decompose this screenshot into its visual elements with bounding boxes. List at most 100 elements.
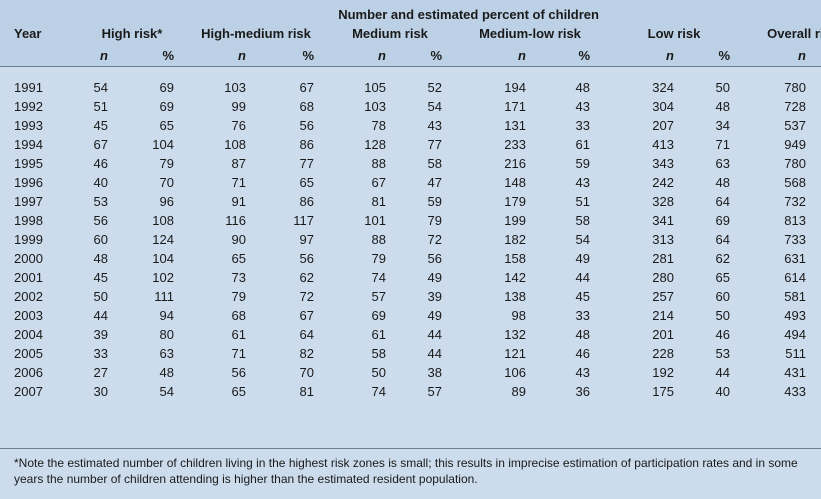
- count-cell: 69: [371, 308, 386, 323]
- count-cell: 341: [652, 213, 674, 228]
- count-cell: 103: [224, 80, 246, 95]
- count-cell: 494: [784, 327, 806, 342]
- count-cell: 132: [504, 327, 526, 342]
- percent-cell: 48: [715, 175, 730, 190]
- count-cell: 433: [784, 384, 806, 399]
- subheader-n: n: [100, 47, 108, 63]
- percent-cell: 48: [159, 365, 174, 380]
- percent-cell: 82: [299, 346, 314, 361]
- count-cell: 98: [511, 308, 526, 323]
- subheader-n: n: [238, 47, 246, 63]
- count-cell: 101: [364, 213, 386, 228]
- percent-cell: 86: [299, 194, 314, 209]
- percent-cell: 52: [427, 80, 442, 95]
- count-cell: 328: [652, 194, 674, 209]
- count-cell: 44: [93, 308, 108, 323]
- percent-cell: 44: [575, 270, 590, 285]
- percent-cell: 70: [299, 365, 314, 380]
- percent-cell: 58: [575, 213, 590, 228]
- percent-cell: 57: [427, 384, 442, 399]
- count-cell: 54: [93, 80, 108, 95]
- count-cell: 65: [231, 384, 246, 399]
- count-cell: 56: [231, 365, 246, 380]
- percent-cell: 69: [159, 99, 174, 114]
- count-cell: 50: [93, 289, 108, 304]
- percent-cell: 62: [715, 251, 730, 266]
- percent-cell: 49: [575, 251, 590, 266]
- percent-cell: 48: [575, 80, 590, 95]
- percent-cell: 94: [159, 308, 174, 323]
- percent-cell: 38: [427, 365, 442, 380]
- percent-cell: 77: [299, 156, 314, 171]
- data-table: Number and estimated percent of children…: [0, 0, 821, 399]
- count-cell: 108: [224, 137, 246, 152]
- subheader-n: n: [798, 47, 806, 63]
- count-cell: 242: [652, 175, 674, 190]
- subheader-n: n: [378, 47, 386, 63]
- count-cell: 53: [93, 194, 108, 209]
- percent-cell: 48: [575, 327, 590, 342]
- year-cell: 2000: [14, 251, 43, 266]
- subheader-pct: %: [162, 47, 174, 63]
- year-cell: 1994: [14, 137, 43, 152]
- count-cell: 103: [364, 99, 386, 114]
- count-cell: 199: [504, 213, 526, 228]
- percent-cell: 49: [427, 270, 442, 285]
- count-cell: 90: [231, 232, 246, 247]
- percent-cell: 34: [715, 118, 730, 133]
- percent-cell: 64: [299, 327, 314, 342]
- table-row: 1993 45 65 76 56 78 43 131 33 207 34 537 39: [0, 116, 821, 135]
- count-cell: 74: [371, 270, 386, 285]
- count-cell: 39: [93, 327, 108, 342]
- percent-cell: 104: [152, 137, 174, 152]
- count-cell: 201: [652, 327, 674, 342]
- table-row: 1992 51 69 99 68 103 54 171 43 304 48 728 50: [0, 97, 821, 116]
- group-header-high: High risk*: [101, 25, 163, 41]
- percent-cell: 50: [816, 97, 821, 116]
- count-cell: 280: [652, 270, 674, 285]
- percent-cell: 56: [299, 118, 314, 133]
- count-cell: 493: [784, 308, 806, 323]
- percent-cell: 45: [575, 289, 590, 304]
- percent-cell: 36: [575, 384, 590, 399]
- percent-cell: 59: [816, 249, 821, 268]
- percent-cell: 96: [159, 194, 174, 209]
- percent-cell: 40: [715, 384, 730, 399]
- table-row: 1991 54 69 103 67 105 52 194 48 324 50 780 52: [0, 78, 821, 97]
- percent-cell: 58: [816, 268, 821, 287]
- count-cell: 343: [652, 156, 674, 171]
- percent-cell: 72: [299, 289, 314, 304]
- year-cell: 2001: [14, 270, 43, 285]
- count-cell: 537: [784, 118, 806, 133]
- percent-cell: 54: [427, 99, 442, 114]
- count-cell: 79: [371, 251, 386, 266]
- count-cell: 175: [652, 384, 674, 399]
- percent-cell: 111: [154, 289, 174, 304]
- count-cell: 99: [231, 99, 246, 114]
- percent-cell: 97: [299, 232, 314, 247]
- percent-cell: 44: [427, 327, 442, 342]
- count-cell: 76: [231, 118, 246, 133]
- table-row: 2002 50 111 79 72 57 39 138 45 257 60 581 56: [0, 287, 821, 306]
- percent-cell: 46: [816, 363, 821, 382]
- percent-cell: 73: [816, 211, 821, 230]
- percent-cell: 33: [575, 308, 590, 323]
- count-cell: 89: [511, 384, 526, 399]
- year-cell: 2006: [14, 365, 43, 380]
- count-cell: 46: [93, 156, 108, 171]
- year-cell: 1995: [14, 156, 43, 171]
- percent-cell: 65: [299, 175, 314, 190]
- percent-cell: 51: [575, 194, 590, 209]
- year-cell: 1991: [14, 80, 43, 95]
- subheader-pct: %: [578, 47, 590, 63]
- table-row: 1995 46 79 87 77 88 58 216 59 343 63 780 63: [0, 154, 821, 173]
- percent-cell: 49: [816, 173, 821, 192]
- percent-cell: 46: [715, 327, 730, 342]
- percent-cell: 54: [159, 384, 174, 399]
- count-cell: 257: [652, 289, 674, 304]
- count-cell: 81: [371, 194, 386, 209]
- table-row: 2003 44 94 68 67 69 49 98 33 214 50 493 49: [0, 306, 821, 325]
- count-cell: 79: [231, 289, 246, 304]
- subheader-pct: %: [430, 47, 442, 63]
- count-cell: 207: [652, 118, 674, 133]
